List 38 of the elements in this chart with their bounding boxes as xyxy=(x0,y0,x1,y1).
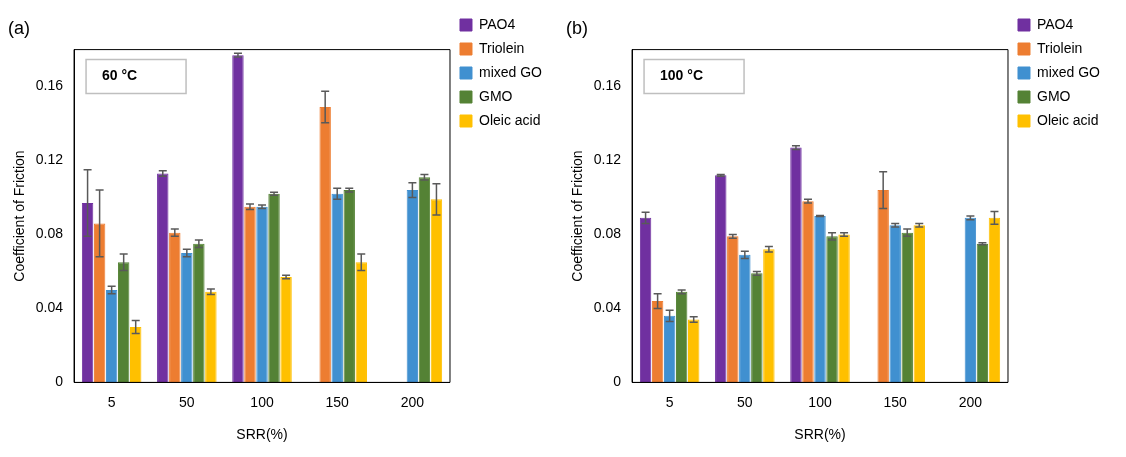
annotation: 100 °C xyxy=(660,67,704,84)
y-tick-label: 0.16 xyxy=(35,77,64,94)
x-tick-label: 150 xyxy=(325,393,350,410)
y-tick-label: 0.08 xyxy=(593,225,622,242)
y-tick-label: 0 xyxy=(613,373,622,390)
legend-label: Triolein xyxy=(478,39,525,56)
x-tick-label: 5 xyxy=(665,393,674,410)
x-axis-title: SRR(%) xyxy=(794,426,846,443)
x-tick-label: 150 xyxy=(883,393,908,410)
y-tick-label: 0.04 xyxy=(35,299,64,316)
x-tick-label: 200 xyxy=(400,393,425,410)
legend-label: mixed GO xyxy=(1036,63,1101,80)
y-tick-label: 0.12 xyxy=(593,151,622,168)
legend-label: mixed GO xyxy=(478,63,543,80)
y-tick-label: 0.08 xyxy=(35,225,64,242)
legend-label: Oleic acid xyxy=(478,111,541,128)
y-tick-label: 0 xyxy=(55,373,64,390)
x-tick-label: 50 xyxy=(179,393,195,410)
x-tick-label: 200 xyxy=(958,393,983,410)
y-tick-label: 0.04 xyxy=(593,299,622,316)
legend-label: PAO4 xyxy=(1036,15,1074,32)
x-axis-title: SRR(%) xyxy=(236,426,288,443)
y-tick-label: 0.16 xyxy=(593,77,622,94)
x-tick-label: 5 xyxy=(107,393,116,410)
y-tick-label: 0.12 xyxy=(35,151,64,168)
y-axis-title: Coefficient of Friction xyxy=(569,150,586,282)
y-axis-title: Coefficient of Friction xyxy=(11,150,28,282)
legend-label: Triolein xyxy=(1036,39,1083,56)
legend-label: GMO xyxy=(478,87,513,104)
chart-title: (b) xyxy=(566,17,588,38)
x-tick-label: 50 xyxy=(737,393,753,410)
legend-label: Oleic acid xyxy=(1036,111,1099,128)
legend-label: GMO xyxy=(1036,87,1071,104)
x-tick-label: 100 xyxy=(250,393,274,410)
x-tick-label: 100 xyxy=(808,393,832,410)
chart-title: (a) xyxy=(8,17,30,38)
legend-label: PAO4 xyxy=(478,15,516,32)
annotation: 60 °C xyxy=(102,67,138,84)
